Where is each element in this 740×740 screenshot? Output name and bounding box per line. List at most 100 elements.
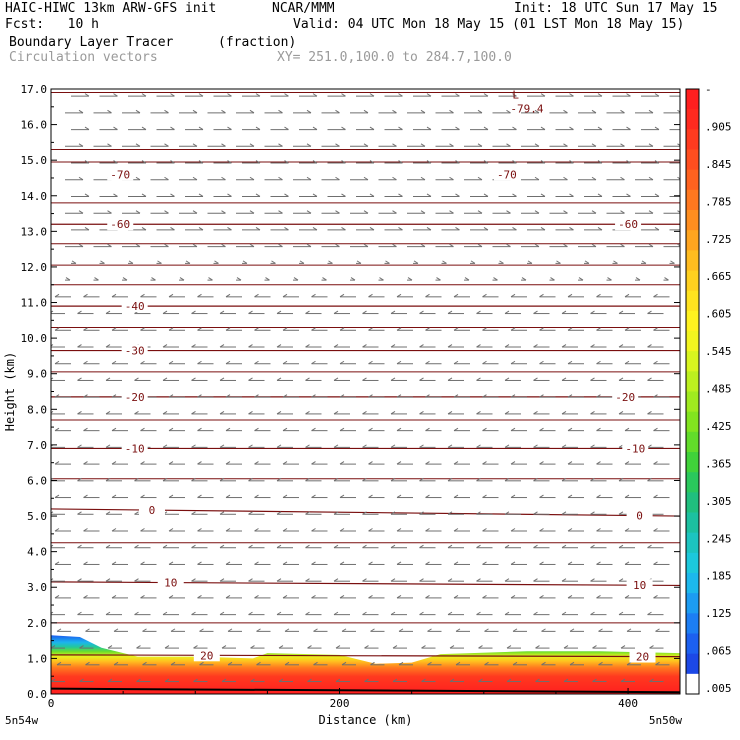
vector-arrow [270, 193, 289, 197]
vector-arrow [305, 310, 322, 315]
vector-arrow [447, 611, 464, 616]
vector-arrow [168, 293, 185, 298]
colorbar-label: .305 [705, 495, 732, 508]
vector-arrow [71, 126, 90, 131]
vector-arrow [111, 494, 128, 499]
vector-arrow [213, 193, 232, 197]
vector-arrow [449, 645, 464, 649]
vector-arrow [447, 477, 464, 482]
vector-arrow [539, 461, 556, 465]
vector-arrow [478, 645, 493, 649]
vector-arrow [79, 645, 94, 649]
vector-arrow [596, 427, 613, 432]
contour-label-bg [626, 579, 653, 592]
vector-arrow [425, 427, 442, 432]
vector-arrow [333, 444, 350, 448]
vector-arrow [140, 494, 157, 499]
vector-arrow [134, 377, 151, 381]
vector-arrow [407, 143, 426, 147]
vector-arrow [510, 528, 527, 532]
vector-arrow [236, 243, 255, 248]
vector-arrow [567, 360, 584, 365]
vector-arrow [427, 661, 442, 666]
vector-arrow [77, 477, 94, 482]
vector-arrow [441, 227, 460, 231]
vector-arrow [134, 611, 151, 616]
vector-arrow [470, 193, 489, 197]
vector-arrow [333, 344, 350, 348]
vector-arrow [282, 528, 299, 532]
vector-arrow [368, 594, 385, 599]
vector-arrow [242, 227, 261, 231]
vector-arrow [606, 277, 612, 281]
contour-label: 10 [164, 577, 177, 590]
vector-arrow [521, 109, 540, 114]
vector-arrow [413, 160, 432, 164]
colorbar-label: .725 [705, 233, 732, 246]
vector-arrow [54, 360, 71, 365]
vector-arrow [624, 293, 641, 298]
vector-arrow [299, 126, 318, 131]
vector-arrow [93, 109, 112, 114]
colorbar-label: .125 [705, 607, 732, 620]
vector-arrow [83, 394, 100, 398]
vector-arrow [150, 210, 169, 214]
vector-arrow [425, 293, 442, 298]
colorbar-swatch [686, 391, 699, 413]
contour-label-bg [612, 390, 639, 403]
vector-arrow [512, 628, 527, 632]
vector-arrow [250, 678, 265, 683]
vector-arrow [341, 661, 356, 666]
vector-arrow [368, 561, 385, 565]
y-tick-label: 5.0 [27, 510, 47, 523]
vector-arrow [498, 193, 517, 197]
colorbar-swatch [686, 452, 699, 473]
vector-arrow [51, 511, 65, 515]
vector-arrow [498, 93, 517, 97]
vector-arrow [311, 293, 328, 298]
vector-arrow [105, 310, 122, 315]
vector-arrow [219, 544, 236, 549]
vector-arrow [213, 93, 232, 97]
vector-arrow [168, 427, 185, 432]
colorbar-label: .365 [705, 457, 732, 470]
vector-arrow [311, 561, 328, 565]
vector-arrow [51, 310, 65, 315]
vector-arrow [635, 210, 654, 214]
vector-arrow [327, 93, 346, 97]
field-name: Boundary Layer Tracer [9, 35, 174, 50]
contour-label-bg [615, 218, 642, 231]
vector-arrow [510, 461, 527, 465]
vector-arrow [584, 93, 603, 97]
vector-arrow [492, 243, 511, 248]
vector-arrow [492, 210, 511, 214]
vector-arrow [635, 277, 641, 281]
vector-arrow [77, 611, 94, 616]
contour-label-bg [493, 168, 520, 181]
vector-arrow [464, 243, 483, 248]
vector-arrow [590, 344, 607, 348]
vector-arrow [453, 494, 470, 499]
vector-arrow [156, 126, 175, 131]
vector-arrow [561, 344, 578, 348]
vector-arrow [191, 477, 208, 482]
vector-arrow [618, 544, 635, 549]
vector-arrow [510, 293, 527, 298]
vector-arrow [227, 661, 242, 666]
vector-arrow [213, 160, 232, 164]
vector-arrow [162, 310, 179, 315]
vector-arrow [276, 310, 293, 315]
vector-arrow [447, 410, 464, 415]
vector-arrow [624, 360, 641, 365]
vector-arrow [521, 277, 527, 281]
vector-arrow [93, 143, 112, 147]
vector-arrow [655, 628, 670, 632]
vector-arrow [93, 243, 112, 248]
vector-arrow [221, 645, 236, 649]
vector-arrow [533, 310, 550, 315]
vector-arrow [396, 594, 413, 599]
vector-arrow [364, 645, 379, 649]
vector-arrow [539, 293, 556, 298]
vector-arrow [663, 109, 680, 114]
vector-arrow [311, 461, 328, 465]
